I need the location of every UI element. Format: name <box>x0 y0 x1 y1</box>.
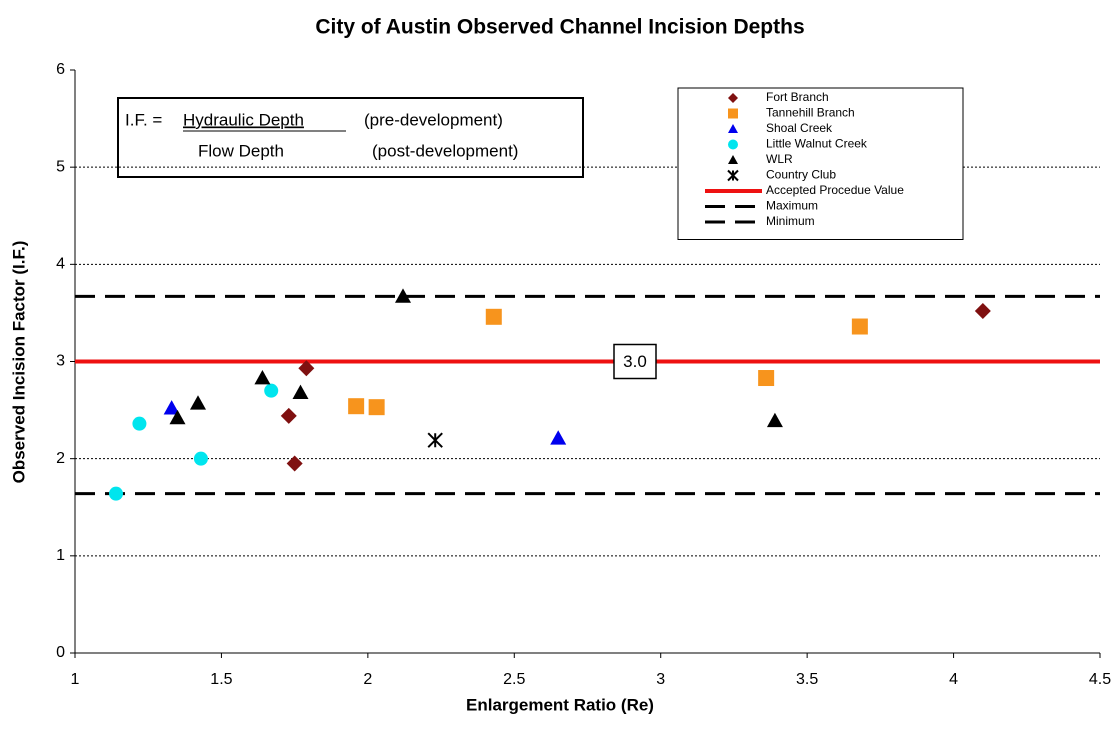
x-tick-label: 2.5 <box>503 671 525 688</box>
x-tick-label: 1 <box>71 671 80 688</box>
formula-denominator: Flow Depth <box>198 141 284 160</box>
point <box>132 416 147 431</box>
point <box>727 169 739 182</box>
point <box>254 370 271 385</box>
x-tick-label: 4.5 <box>1089 671 1111 688</box>
reference-label-box <box>613 343 657 380</box>
point <box>368 399 385 416</box>
point <box>485 308 502 325</box>
point <box>169 409 186 425</box>
x-tick-label: 3.5 <box>796 671 818 688</box>
x-tick-label: 2 <box>363 671 372 688</box>
legend-label: Accepted Procedue Value <box>766 183 904 197</box>
y-tick-label: 1 <box>56 547 65 564</box>
y-axis-label: Observed Incision Factor (I.F.) <box>9 241 28 484</box>
legend-label: Shoal Creek <box>766 121 833 135</box>
point <box>395 288 411 303</box>
point <box>851 318 868 335</box>
point <box>292 384 309 399</box>
formula-box <box>117 97 584 178</box>
point <box>109 486 123 501</box>
legend-label: Country Club <box>766 168 836 182</box>
point <box>193 451 208 466</box>
point <box>190 395 206 410</box>
point <box>427 432 443 448</box>
point <box>286 455 303 472</box>
y-tick-label: 5 <box>56 158 65 175</box>
legend-label: Fort Branch <box>766 90 829 104</box>
legend-box <box>677 87 964 240</box>
y-tick-label: 0 <box>56 644 65 661</box>
point <box>550 430 567 445</box>
chart-title: City of Austin Observed Channel Incision… <box>315 16 804 39</box>
x-axis-label: Enlargement Ratio (Re) <box>466 695 654 714</box>
x-tick-label: 4 <box>949 671 958 688</box>
point <box>264 383 279 398</box>
point <box>758 370 775 387</box>
y-tick-label: 3 <box>56 353 65 370</box>
point <box>298 360 315 377</box>
point <box>728 155 738 164</box>
reference-label: 3.0 <box>623 352 647 371</box>
point <box>974 302 991 319</box>
y-tick-label: 6 <box>56 61 65 78</box>
point <box>728 139 738 150</box>
formula-denominator-note: (post-development) <box>372 141 518 160</box>
point <box>728 93 738 103</box>
point <box>280 407 297 424</box>
legend-label: Minimum <box>766 214 815 228</box>
y-tick-label: 4 <box>56 256 65 273</box>
x-tick-label: 3 <box>656 671 665 688</box>
formula-lhs: I.F. = <box>125 110 162 129</box>
point <box>766 412 783 428</box>
legend-label: Maximum <box>766 199 818 213</box>
point <box>348 398 365 415</box>
legend-label: WLR <box>766 152 793 166</box>
legend-label: Tannehill Branch <box>766 106 855 120</box>
point <box>728 108 738 119</box>
point <box>728 124 738 133</box>
point <box>163 400 180 415</box>
x-tick-label: 1.5 <box>210 671 232 688</box>
legend-label: Little Walnut Creek <box>766 137 868 151</box>
formula-numerator: Hydraulic Depth <box>183 110 304 129</box>
formula-numerator-note: (pre-development) <box>364 110 503 129</box>
y-tick-label: 2 <box>56 450 65 467</box>
